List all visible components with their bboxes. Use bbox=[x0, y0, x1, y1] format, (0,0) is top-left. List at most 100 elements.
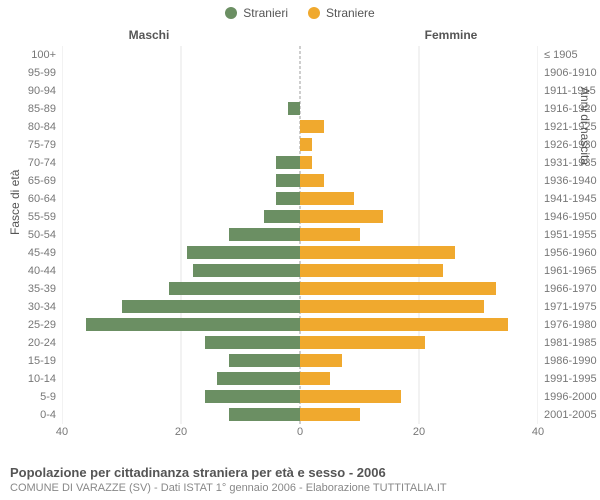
birth-year-label: 1906-1910 bbox=[544, 67, 600, 79]
bar-female bbox=[300, 138, 312, 151]
legend: Stranieri Straniere bbox=[0, 0, 600, 20]
pyramid-row: 70-741931-1935 bbox=[0, 154, 600, 172]
pyramid-row: 85-891916-1920 bbox=[0, 100, 600, 118]
age-label: 35-39 bbox=[0, 283, 56, 295]
age-label: 70-74 bbox=[0, 157, 56, 169]
birth-year-label: 1966-1970 bbox=[544, 283, 600, 295]
bar-female bbox=[300, 156, 312, 169]
footer: Popolazione per cittadinanza straniera p… bbox=[10, 465, 590, 494]
bar-male bbox=[229, 228, 300, 241]
age-label: 25-29 bbox=[0, 319, 56, 331]
pyramid-row: 55-591946-1950 bbox=[0, 208, 600, 226]
pyramid-row: 35-39 1966-1970 bbox=[0, 280, 600, 298]
pyramid-row: 10-14 1991-1995 bbox=[0, 370, 600, 388]
chart-subtitle: COMUNE DI VARAZZE (SV) - Dati ISTAT 1° g… bbox=[10, 482, 590, 494]
bar-female bbox=[300, 336, 425, 349]
age-label: 0-4 bbox=[0, 409, 56, 421]
birth-year-label: 1936-1940 bbox=[544, 175, 600, 187]
bar-female bbox=[300, 300, 484, 313]
x-tick: 40 bbox=[56, 426, 68, 438]
y-axis-title-left: Fasce di età bbox=[8, 170, 22, 235]
bar-male bbox=[187, 246, 300, 259]
birth-year-label: 1991-1995 bbox=[544, 373, 600, 385]
bar-male bbox=[169, 282, 300, 295]
bar-female bbox=[300, 354, 342, 367]
age-label: 30-34 bbox=[0, 301, 56, 313]
bar-male bbox=[276, 156, 300, 169]
age-label: 75-79 bbox=[0, 139, 56, 151]
pyramid-row: 90-941911-1915 bbox=[0, 82, 600, 100]
pyramid-row: 95-99 1906-1910 bbox=[0, 64, 600, 82]
header-female: Femmine bbox=[302, 28, 600, 42]
birth-year-label: 1956-1960 bbox=[544, 247, 600, 259]
bar-male bbox=[264, 210, 300, 223]
bar-female bbox=[300, 318, 508, 331]
bar-female bbox=[300, 372, 330, 385]
bar-male bbox=[276, 174, 300, 187]
legend-item-male: Stranieri bbox=[225, 6, 288, 20]
bar-female bbox=[300, 192, 354, 205]
rows-container: 100+ ≤ 1905 95-99 1906-1910 90-941911-191585… bbox=[0, 46, 600, 424]
pyramid-row: 75-791926-1930 bbox=[0, 136, 600, 154]
bar-female bbox=[300, 264, 443, 277]
pyramid-row: 80-841921-1925 bbox=[0, 118, 600, 136]
birth-year-label: 1981-1985 bbox=[544, 337, 600, 349]
chart-title: Popolazione per cittadinanza straniera p… bbox=[10, 465, 590, 480]
age-label: 90-94 bbox=[0, 85, 56, 97]
x-axis: 402002040 bbox=[62, 426, 538, 442]
birth-year-label: 1971-1975 bbox=[544, 301, 600, 313]
birth-year-label: 1996-2000 bbox=[544, 391, 600, 403]
age-label: 100+ bbox=[0, 49, 56, 61]
x-tick: 20 bbox=[175, 426, 187, 438]
population-pyramid-chart: Stranieri Straniere Maschi Femmine 100+≤… bbox=[0, 0, 600, 500]
bar-female bbox=[300, 228, 360, 241]
pyramid-row: 30-34 1971-1975 bbox=[0, 298, 600, 316]
bar-female bbox=[300, 120, 324, 133]
age-label: 45-49 bbox=[0, 247, 56, 259]
pyramid-row: 25-291976-1980 bbox=[0, 316, 600, 334]
birth-year-label: 1961-1965 bbox=[544, 265, 600, 277]
x-tick: 40 bbox=[532, 426, 544, 438]
x-tick: 0 bbox=[297, 426, 303, 438]
age-label: 80-84 bbox=[0, 121, 56, 133]
birth-year-label: ≤ 1905 bbox=[544, 49, 600, 61]
legend-swatch-female bbox=[308, 7, 320, 19]
legend-label-female: Straniere bbox=[326, 6, 375, 20]
pyramid-row: 0-4 2001-2005 bbox=[0, 406, 600, 424]
birth-year-label: 2001-2005 bbox=[544, 409, 600, 421]
age-label: 95-99 bbox=[0, 67, 56, 79]
bar-female bbox=[300, 210, 383, 223]
pyramid-row: 20-24 1981-1985 bbox=[0, 334, 600, 352]
bar-female bbox=[300, 282, 496, 295]
bar-male bbox=[288, 102, 300, 115]
legend-item-female: Straniere bbox=[308, 6, 375, 20]
age-label: 5-9 bbox=[0, 391, 56, 403]
pyramid-row: 40-441961-1965 bbox=[0, 262, 600, 280]
bar-female bbox=[300, 390, 401, 403]
y-axis-title-right: Anni di nascita bbox=[578, 87, 592, 165]
pyramid-row: 100+ ≤ 1905 bbox=[0, 46, 600, 64]
legend-label-male: Stranieri bbox=[243, 6, 288, 20]
pyramid-row: 5-9 1996-2000 bbox=[0, 388, 600, 406]
bar-male bbox=[229, 354, 300, 367]
bar-male bbox=[276, 192, 300, 205]
birth-year-label: 1941-1945 bbox=[544, 193, 600, 205]
pyramid-row: 45-49 1956-1960 bbox=[0, 244, 600, 262]
bar-male bbox=[86, 318, 300, 331]
bar-male bbox=[229, 408, 300, 421]
bar-male bbox=[193, 264, 300, 277]
pyramid-row: 65-691936-1940 bbox=[0, 172, 600, 190]
birth-year-label: 1946-1950 bbox=[544, 211, 600, 223]
bar-male bbox=[205, 336, 300, 349]
pyramid-row: 15-191986-1990 bbox=[0, 352, 600, 370]
birth-year-label: 1951-1955 bbox=[544, 229, 600, 241]
bar-female bbox=[300, 174, 324, 187]
age-label: 10-14 bbox=[0, 373, 56, 385]
pyramid-row: 60-641941-1945 bbox=[0, 190, 600, 208]
bar-male bbox=[217, 372, 300, 385]
pyramid-row: 50-541951-1955 bbox=[0, 226, 600, 244]
x-tick: 20 bbox=[413, 426, 425, 438]
bar-female bbox=[300, 246, 455, 259]
legend-swatch-male bbox=[225, 7, 237, 19]
age-label: 20-24 bbox=[0, 337, 56, 349]
